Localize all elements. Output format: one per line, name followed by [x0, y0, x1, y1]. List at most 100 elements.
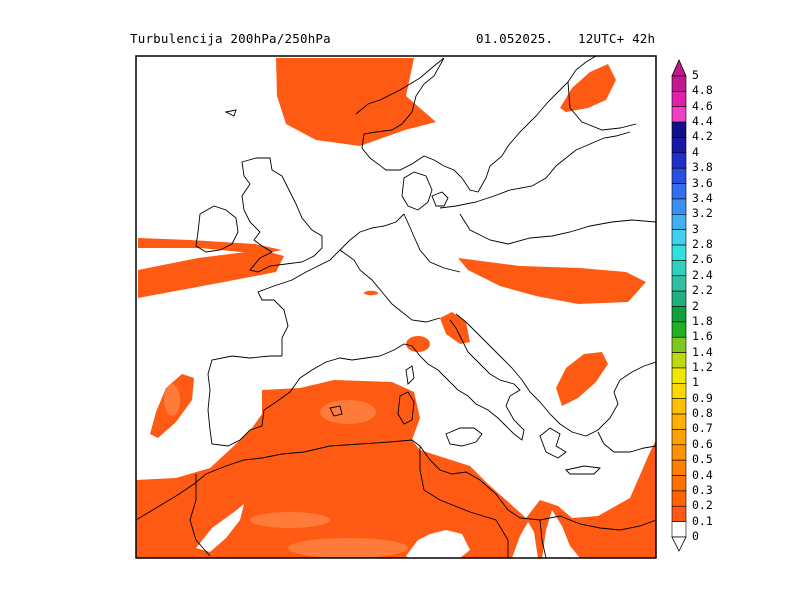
border-eastern-europe	[459, 213, 656, 245]
turbulence-gap-2	[406, 530, 470, 558]
colorbar-swatch	[671, 167, 687, 184]
colorbar-swatch	[671, 505, 687, 522]
colorbar-label: 3.4	[692, 190, 713, 205]
turbulence-area-adriatic	[440, 312, 470, 344]
turbulence-gap-4	[542, 510, 580, 558]
coastline-balearic	[329, 405, 343, 417]
border-france-germany	[339, 249, 441, 323]
turbulence-cores	[164, 384, 408, 558]
map-title: Turbulencija 200hPa/250hPa	[130, 31, 331, 46]
coastline-italy	[411, 319, 525, 441]
colorbar-swatch	[671, 106, 687, 123]
colorbar-swatch	[671, 475, 687, 492]
colorbar-label: 1.8	[692, 313, 713, 328]
border-africa-2	[419, 446, 509, 558]
colorbar-swatch	[671, 383, 687, 400]
colorbar-swatch	[671, 490, 687, 507]
colorbar-swatch	[671, 229, 687, 246]
coastline-scandinavia	[355, 56, 637, 193]
colorbar-label: 0	[692, 529, 699, 543]
border-africa-1	[189, 474, 211, 557]
turbulence-gap-1	[196, 504, 244, 552]
coastline-west-europe	[207, 213, 413, 447]
colorbar-label: 1.4	[692, 344, 713, 359]
colorbar-label: 5	[692, 68, 699, 82]
colorbar-swatch	[671, 198, 687, 215]
colorbar-swatch	[671, 244, 687, 261]
coastlines	[136, 56, 656, 558]
colorbar-swatch	[671, 367, 687, 384]
colorbar-label: 0.8	[692, 406, 713, 421]
turbulence-area-balkans	[556, 352, 608, 406]
colorbar-label: 1	[692, 375, 699, 390]
turbulence-area-western-med	[136, 380, 656, 558]
colorbar-label: 0.3	[692, 482, 713, 497]
border-central-europe	[403, 213, 461, 273]
colorbar-label: 0.7	[692, 421, 713, 436]
coastline-sicily	[445, 427, 483, 447]
colorbar-bottom-arrow	[671, 536, 687, 552]
colorbar-swatch	[671, 521, 687, 538]
map-frame	[135, 55, 657, 559]
border-africa-3	[539, 519, 547, 558]
coastline-shetland	[224, 109, 237, 117]
turbulence-area-finland	[560, 64, 616, 112]
colorbar-label: 0.4	[692, 467, 713, 482]
colorbar-label: 4.2	[692, 129, 713, 144]
coastline-corsica	[405, 365, 415, 385]
colorbar-swatch	[671, 429, 687, 446]
forecast-date: 01.052025.	[476, 31, 554, 46]
colorbar-swatch	[671, 214, 687, 230]
coastline-turkey	[597, 431, 656, 453]
colorbar-label: 4.8	[692, 83, 713, 98]
coastline-baltic	[439, 131, 631, 209]
forecast-run-time: 12UTC+ 42h	[578, 31, 656, 46]
colorbar-swatch	[671, 306, 687, 323]
coastline-great-britain	[241, 157, 323, 273]
turbulence-gap-3	[512, 522, 538, 558]
colorbar-swatch	[671, 75, 687, 92]
colorbar-swatch	[671, 152, 687, 169]
colorbar-label: 3.2	[692, 206, 713, 221]
colorbar-label: 0.6	[692, 436, 713, 451]
colorbar-label: 4	[692, 144, 699, 159]
colorbar-swatch	[671, 290, 687, 307]
colorbar-swatch	[671, 275, 687, 292]
coastline-denmark	[401, 171, 433, 211]
turbulence-area-biscay-band	[138, 250, 284, 298]
colorbar-label: 3.6	[692, 175, 713, 190]
colorbar	[671, 59, 687, 552]
colorbar-label: 0.1	[692, 513, 713, 528]
colorbar-swatch	[671, 91, 687, 108]
colorbar-label: 3	[692, 221, 699, 236]
colorbar-label: 4.4	[692, 114, 713, 129]
turbulence-area-small-spot	[364, 290, 378, 296]
coastline-greece	[539, 427, 567, 459]
coastline-crete	[565, 465, 601, 475]
colorbar-label: 2.2	[692, 283, 713, 298]
colorbar-label: 2.6	[692, 252, 713, 267]
colorbar-label: 0.5	[692, 452, 713, 467]
colorbar-label: 1.6	[692, 329, 713, 344]
coastline-danish-islands	[431, 191, 449, 207]
colorbar-label: 0.2	[692, 498, 713, 513]
colorbar-swatch	[671, 121, 687, 138]
colorbar-swatch	[671, 398, 687, 415]
turbulence-area-genoa	[406, 336, 430, 352]
colorbar-swatch	[671, 183, 687, 200]
colorbar-label: 2.4	[692, 267, 713, 282]
colorbar-swatch	[671, 336, 687, 353]
turbulence-area-central-europe	[458, 258, 646, 304]
colorbar-swatch	[671, 459, 687, 476]
coastline-balkans	[455, 313, 656, 437]
colorbar-swatch	[671, 260, 687, 277]
colorbar-swatch	[671, 321, 687, 338]
colorbar-label: 2	[692, 298, 699, 313]
coastline-sardinia	[397, 391, 415, 425]
colorbar-swatch	[671, 413, 687, 430]
coastline-ireland	[195, 205, 239, 253]
colorbar-label: 2.8	[692, 237, 713, 252]
colorbar-label: 4.6	[692, 98, 713, 113]
colorbar-swatch	[671, 137, 687, 154]
turbulence-area-ireland-band	[138, 238, 282, 254]
